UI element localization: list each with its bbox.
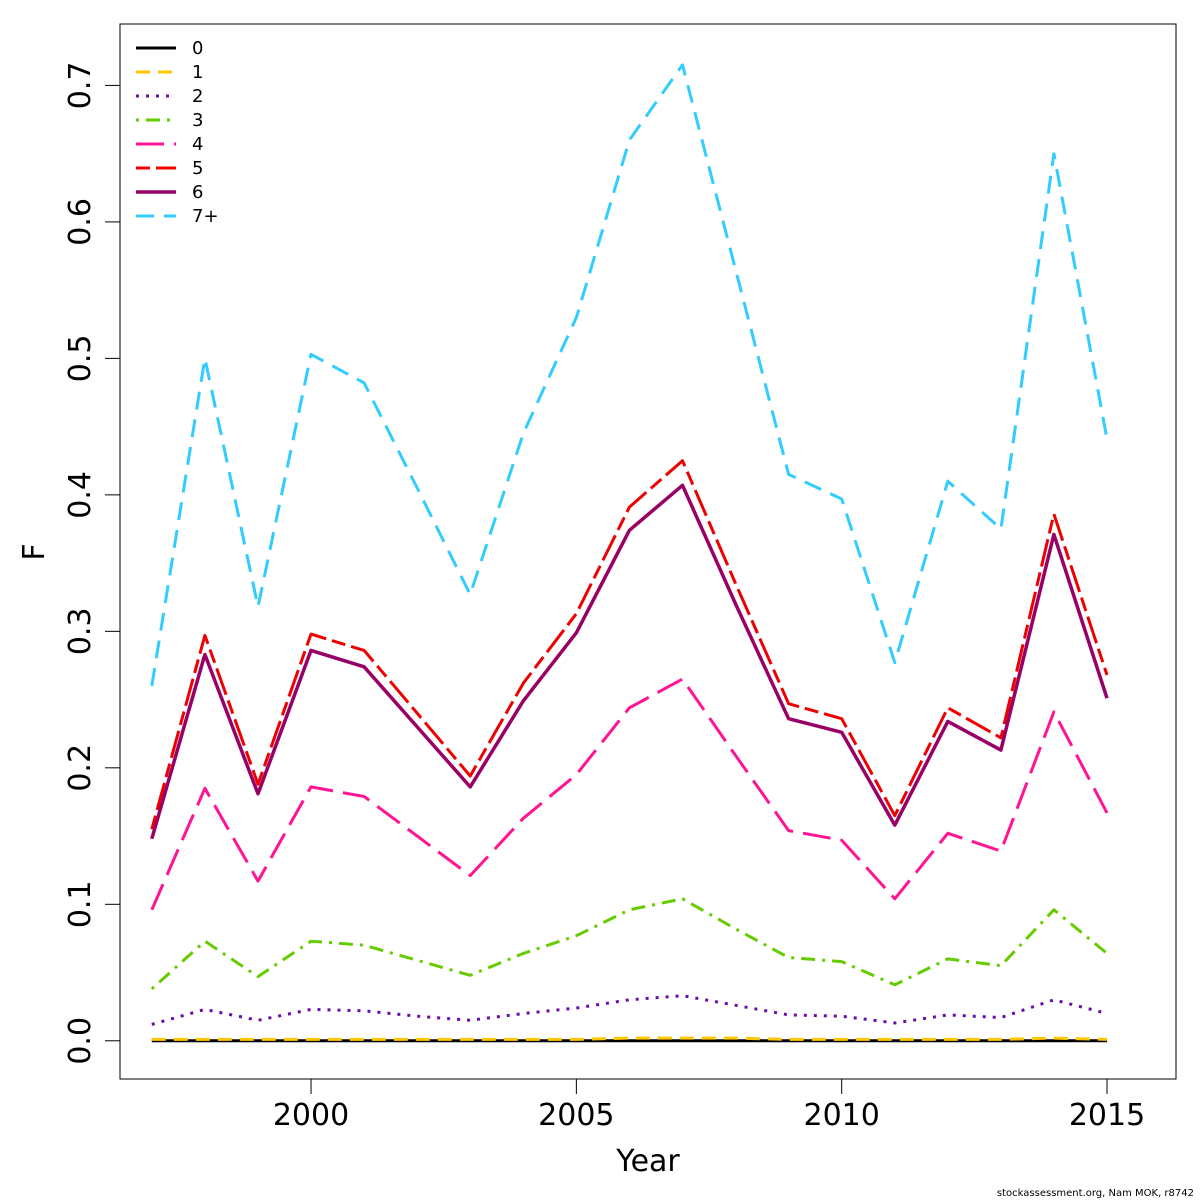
y-tick-label: 0.6 <box>63 198 98 246</box>
plot-frame <box>119 23 1177 1080</box>
x-tick-label: 2015 <box>1069 1098 1145 1133</box>
y-tick-label: 0.4 <box>63 471 98 519</box>
x-tick-label: 2010 <box>804 1098 880 1133</box>
legend-label: 3 <box>192 110 203 131</box>
y-tick-label: 0.0 <box>63 1017 98 1065</box>
y-tick-label: 0.7 <box>63 62 98 110</box>
legend-label: 2 <box>192 86 203 107</box>
series-line-3 <box>150 897 1108 991</box>
series-line-1 <box>151 1036 1108 1041</box>
plot-lines <box>150 63 1109 1043</box>
y-tick-label: 0.5 <box>63 335 98 383</box>
legend-label: 5 <box>192 158 203 179</box>
y-tick-label: 0.2 <box>63 744 98 792</box>
legend-label: 4 <box>192 134 203 155</box>
legend-label: 1 <box>192 62 203 83</box>
credit-text: stockassessment.org, Nam MOK, r8742 <box>997 1188 1194 1199</box>
series-line-6 <box>150 483 1109 840</box>
series-line-7plus <box>150 63 1109 687</box>
x-tick-label: 2005 <box>538 1098 614 1133</box>
x-axis-title: Year <box>615 1144 680 1179</box>
y-tick-label: 0.1 <box>63 880 98 928</box>
legend-label: 7+ <box>192 206 219 227</box>
y-axis: 0.0 0.1 0.2 0.3 0.4 0.5 0.6 0.7 <box>63 62 121 1065</box>
series-line-2 <box>151 994 1108 1026</box>
series-line-5 <box>150 459 1109 830</box>
series-line-4 <box>150 677 1109 911</box>
legend-label: 6 <box>192 182 203 203</box>
y-axis-title: F <box>17 543 52 560</box>
y-tick-label: 0.3 <box>63 607 98 655</box>
legend: 0 1 2 3 4 5 6 7+ <box>136 38 219 227</box>
legend-label: 0 <box>192 38 203 59</box>
x-axis: 2000 2005 2010 2015 <box>273 1078 1145 1133</box>
x-tick-label: 2000 <box>273 1098 349 1133</box>
